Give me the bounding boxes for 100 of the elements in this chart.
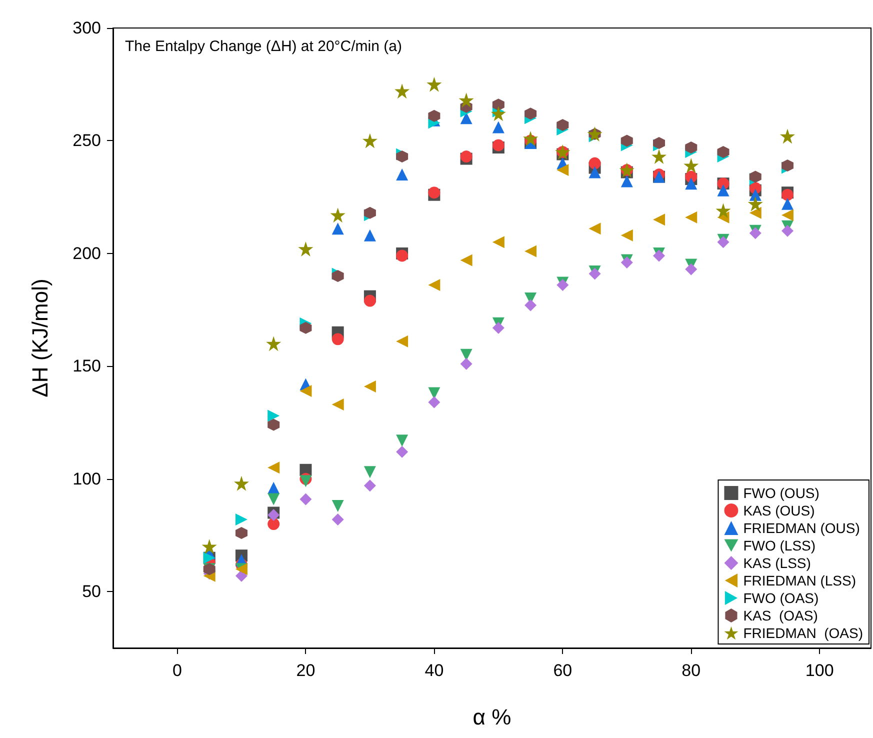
point xyxy=(684,158,699,174)
text: The Entalpy Change (ΔH) at 20°C/min (a) xyxy=(125,38,402,55)
point xyxy=(364,466,376,478)
point xyxy=(781,198,794,210)
point xyxy=(460,358,472,370)
point xyxy=(749,206,762,219)
legend-label: KAS (OUS) xyxy=(743,502,815,518)
point xyxy=(332,398,344,411)
point xyxy=(234,476,249,491)
point xyxy=(362,133,378,148)
point xyxy=(524,299,537,312)
point xyxy=(556,279,569,292)
point xyxy=(781,209,794,222)
legend-label: FWO (OAS) xyxy=(743,590,819,606)
point xyxy=(364,294,376,307)
x-tick-label: 20 xyxy=(296,661,316,680)
point xyxy=(492,98,504,111)
point xyxy=(749,188,762,201)
legend-label: FWO (OUS) xyxy=(743,485,820,501)
point xyxy=(620,175,633,188)
point xyxy=(332,222,344,235)
point xyxy=(235,527,248,540)
point xyxy=(396,335,408,348)
point xyxy=(717,146,730,158)
x-axis-title: α % xyxy=(472,704,512,730)
y-tick-label: 250 xyxy=(72,131,101,150)
point xyxy=(653,136,666,149)
point xyxy=(556,164,569,176)
point xyxy=(524,108,537,120)
point xyxy=(332,270,344,282)
point xyxy=(620,134,633,147)
x-tick-label: 0 xyxy=(172,661,182,680)
point xyxy=(364,480,376,492)
point xyxy=(268,410,280,422)
point xyxy=(332,513,344,526)
point xyxy=(717,184,730,196)
point xyxy=(300,322,312,334)
point xyxy=(781,224,794,237)
point xyxy=(653,214,666,226)
point xyxy=(780,128,795,144)
legend-label: FRIEDMAN (OUS) xyxy=(743,520,860,536)
point xyxy=(620,229,633,242)
point xyxy=(364,229,376,242)
point xyxy=(652,149,667,164)
point xyxy=(364,206,376,219)
point xyxy=(428,110,440,122)
point xyxy=(235,513,248,526)
point xyxy=(268,462,280,474)
legend-label: KAS (LSS) xyxy=(743,555,811,571)
point xyxy=(300,475,312,488)
point xyxy=(396,434,408,447)
point xyxy=(685,178,698,190)
y-tick-label: 150 xyxy=(72,356,101,376)
point xyxy=(428,279,440,292)
x-tick-label: 80 xyxy=(682,661,701,680)
point xyxy=(685,141,698,154)
point xyxy=(749,227,762,240)
point xyxy=(364,380,376,392)
point xyxy=(685,263,698,276)
legend-label: KAS (OAS) xyxy=(743,608,818,624)
point xyxy=(685,211,698,224)
point xyxy=(490,106,506,122)
y-tick-label: 200 xyxy=(72,244,101,263)
point xyxy=(460,254,472,266)
point xyxy=(748,196,763,212)
point xyxy=(716,203,731,218)
legend-label: FWO (LSS) xyxy=(743,538,816,554)
y-tick-label: 300 xyxy=(72,18,101,38)
point xyxy=(268,518,280,530)
x-tick-label: 100 xyxy=(805,661,834,680)
point xyxy=(396,150,408,163)
point xyxy=(492,322,504,334)
point xyxy=(653,250,666,262)
point xyxy=(492,121,504,134)
point xyxy=(458,92,474,108)
point xyxy=(298,241,314,256)
point xyxy=(717,236,730,248)
point xyxy=(588,268,601,280)
point xyxy=(588,166,601,178)
point xyxy=(588,222,601,235)
point xyxy=(588,157,601,170)
point xyxy=(460,112,472,124)
point xyxy=(396,446,408,458)
y-tick-label: 100 xyxy=(72,469,101,488)
point xyxy=(394,84,410,99)
y-tick-label: 50 xyxy=(82,582,101,602)
legend-label: FRIEDMAN (OAS) xyxy=(743,625,863,641)
point xyxy=(268,418,280,431)
point xyxy=(428,396,440,408)
point xyxy=(300,384,312,397)
point xyxy=(396,250,408,262)
point xyxy=(556,118,569,131)
point xyxy=(266,336,282,352)
point xyxy=(330,208,346,223)
point xyxy=(749,170,762,183)
y-axis-title: ΔH (KJ/mol) xyxy=(28,278,52,398)
legend-label: FRIEDMAN (LSS) xyxy=(743,572,856,588)
point xyxy=(396,168,408,181)
point xyxy=(426,76,442,92)
point xyxy=(268,493,280,506)
